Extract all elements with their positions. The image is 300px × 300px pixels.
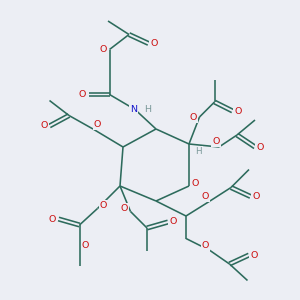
Text: O: O [99,45,106,54]
Text: O: O [170,218,177,226]
Text: O: O [192,178,199,188]
Text: O: O [82,242,89,250]
Text: O: O [212,136,220,146]
Text: O: O [202,242,209,250]
Text: O: O [150,39,158,48]
Text: O: O [202,192,209,201]
Text: O: O [251,250,258,260]
Text: O: O [100,201,107,210]
Text: O: O [94,120,101,129]
Text: O: O [49,214,56,224]
Text: H: H [195,147,201,156]
Text: O: O [79,90,86,99]
Text: H: H [144,105,151,114]
Text: O: O [121,204,128,213]
Text: O: O [234,106,242,116]
Text: O: O [40,122,48,130]
Text: O: O [189,112,197,122]
Text: O: O [257,142,264,152]
Text: N: N [130,105,137,114]
Text: O: O [252,192,260,201]
